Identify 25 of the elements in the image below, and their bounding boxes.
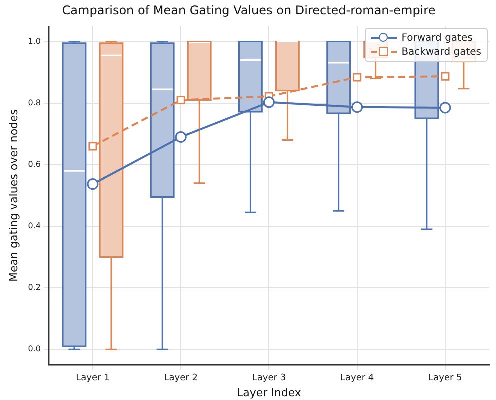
point <box>175 131 187 143</box>
chart-title: Camparison of Mean Gating Values on Directed-roman-empire <box>62 3 436 18</box>
x-tick-label: Layer 3 <box>252 374 286 384</box>
y-tick-label: 0.8 <box>28 98 41 108</box>
y-axis-title: Mean gating values over nodes <box>7 109 20 282</box>
legend-label: Backward gates <box>402 46 482 58</box>
point <box>176 96 186 105</box>
point <box>353 73 362 82</box>
point <box>263 96 275 108</box>
y-tick-label: 0.4 <box>28 222 41 231</box>
point <box>88 142 98 151</box>
point <box>87 178 99 190</box>
y-tick-label: 0.6 <box>28 160 41 169</box>
y-tick-label: 0.2 <box>28 283 41 292</box>
point <box>440 102 452 114</box>
y-tick-label: 0.0 <box>28 344 41 354</box>
y-tick-label: 1.0 <box>28 36 41 46</box>
point <box>352 102 364 114</box>
x-tick-label: Layer 1 <box>76 374 110 384</box>
x-tick-label: Layer 2 <box>164 374 198 384</box>
x-axis-title: Layer Index <box>236 386 302 400</box>
x-tick-label: Layer 4 <box>340 374 374 384</box>
x-tick-label: Layer 5 <box>428 374 462 384</box>
legend-label: Forward gates <box>402 32 473 44</box>
point <box>441 72 450 81</box>
